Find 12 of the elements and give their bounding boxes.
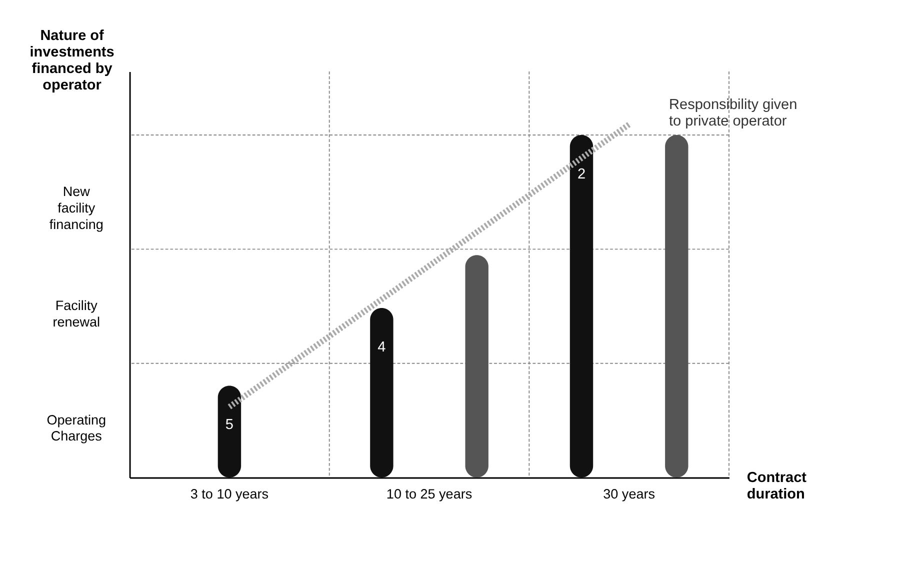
text: New facility financing bbox=[49, 184, 104, 232]
annotation: 4 bbox=[378, 340, 386, 356]
annotation: 2 bbox=[577, 166, 586, 183]
x-tick-label: 10 to 25 years bbox=[386, 486, 472, 502]
x-tick-label: 30 years bbox=[603, 486, 656, 502]
text: Operating Charges bbox=[46, 412, 106, 444]
annotation: Responsibility given to private operator bbox=[669, 97, 798, 130]
x-axis-title: Contract duration bbox=[746, 470, 807, 502]
x-tick-label: 3 to 10 years bbox=[190, 486, 269, 502]
annotation: 5 bbox=[225, 417, 234, 434]
text: Facility renewal bbox=[52, 298, 100, 330]
y-axis-title: Nature of investments financed by operator bbox=[30, 28, 114, 94]
